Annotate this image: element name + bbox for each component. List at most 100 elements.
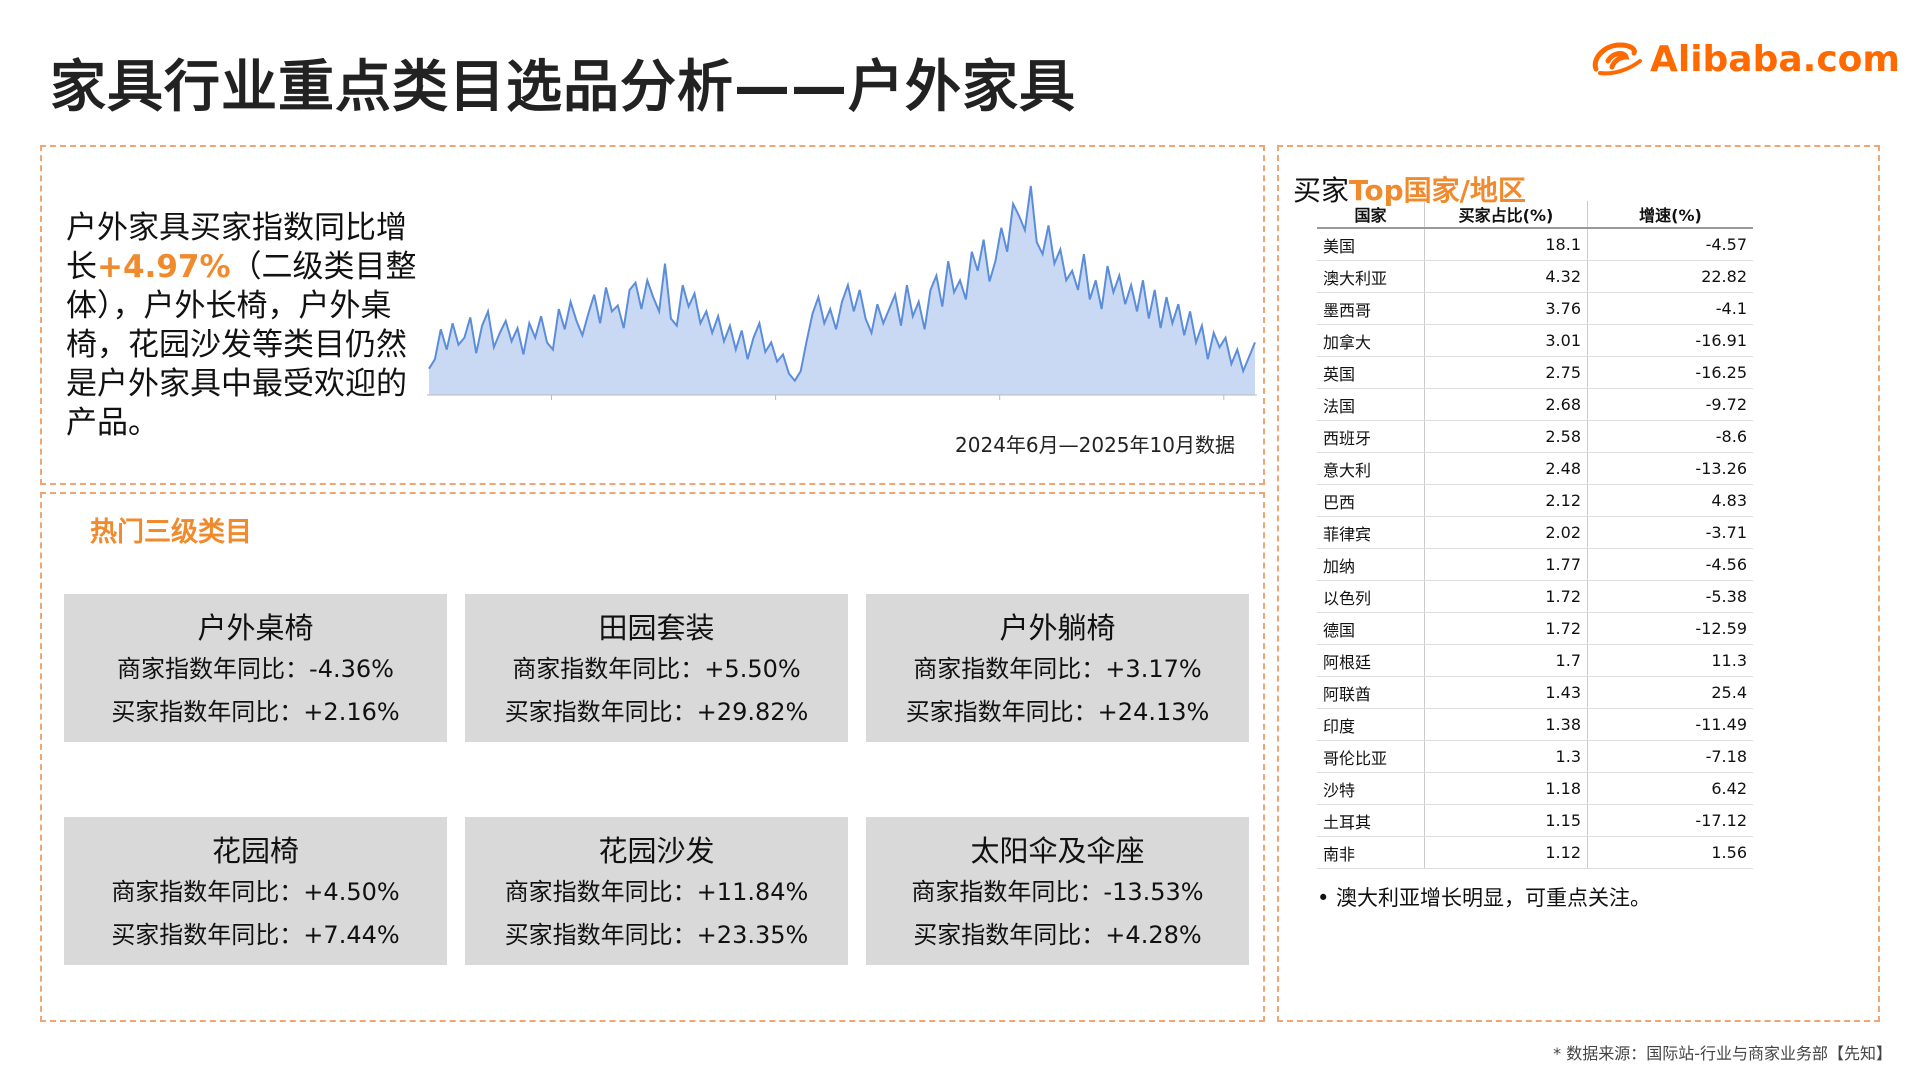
section-label: 热门三级类目 bbox=[90, 517, 252, 548]
table-row: 哥伦比亚 1.3 -7.18 bbox=[1317, 740, 1753, 773]
cell-country: 以色列 bbox=[1317, 580, 1425, 613]
cell-growth: -4.57 bbox=[1587, 228, 1753, 261]
cell-country: 巴西 bbox=[1317, 484, 1425, 517]
table-row: 德国 1.72 -12.59 bbox=[1317, 612, 1753, 645]
cell-growth: 25.4 bbox=[1587, 676, 1753, 709]
intro-highlight: +4.97% bbox=[97, 249, 231, 285]
intro-post: （二级类目整体），户外长椅，户外桌椅，花园沙发等类目仍然是户外家具中最受欢迎的产… bbox=[66, 249, 417, 441]
card-name: 田园套装 bbox=[598, 611, 715, 645]
cell-growth: -11.49 bbox=[1587, 708, 1753, 741]
logo-text: Alibaba.com bbox=[1650, 38, 1900, 80]
cell-share: 3.01 bbox=[1424, 324, 1588, 357]
cell-share: 1.18 bbox=[1424, 772, 1588, 805]
cell-growth: 1.56 bbox=[1587, 836, 1753, 869]
cell-country: 意大利 bbox=[1317, 452, 1425, 485]
cell-country: 法国 bbox=[1317, 388, 1425, 421]
top-countries-panel: 买家Top国家/地区 国家 买家占比(%) 增速(%) 美国 18.1 -4.57 澳… bbox=[1277, 145, 1880, 1022]
category-card: 田园套装 商家指数年同比：+5.50% 买家指数年同比：+29.82% bbox=[465, 594, 848, 742]
card-seller-index: 商家指数年同比：+5.50% bbox=[512, 655, 801, 683]
cell-share: 3.76 bbox=[1424, 292, 1588, 325]
card-buyer-index: 买家指数年同比：+24.13% bbox=[905, 698, 1210, 726]
cell-country: 土耳其 bbox=[1317, 804, 1425, 837]
cell-country: 阿根廷 bbox=[1317, 644, 1425, 677]
cell-growth: -16.91 bbox=[1587, 324, 1753, 357]
card-buyer-index: 买家指数年同比：+23.35% bbox=[504, 921, 809, 949]
card-name: 户外躺椅 bbox=[999, 611, 1116, 645]
table-row: 墨西哥 3.76 -4.1 bbox=[1317, 292, 1753, 325]
intro-text: 户外家具买家指数同比增长+4.97%（二级类目整体），户外长椅，户外桌椅，花园沙… bbox=[66, 209, 436, 443]
cell-share: 1.15 bbox=[1424, 804, 1588, 837]
cell-growth: -13.26 bbox=[1587, 452, 1753, 485]
category-card: 太阳伞及伞座 商家指数年同比：-13.53% 买家指数年同比：+4.28% bbox=[866, 817, 1249, 965]
card-seller-index: 商家指数年同比：-4.36% bbox=[117, 655, 394, 683]
cell-growth: -17.12 bbox=[1587, 804, 1753, 837]
card-buyer-index: 买家指数年同比：+2.16% bbox=[111, 698, 400, 726]
card-seller-index: 商家指数年同比：+4.50% bbox=[111, 878, 400, 906]
card-buyer-index: 买家指数年同比：+4.28% bbox=[913, 921, 1202, 949]
category-card: 户外躺椅 商家指数年同比：+3.17% 买家指数年同比：+24.13% bbox=[866, 594, 1249, 742]
card-name: 花园椅 bbox=[211, 834, 299, 868]
table-row: 土耳其 1.15 -17.12 bbox=[1317, 804, 1753, 837]
table-row: 印度 1.38 -11.49 bbox=[1317, 708, 1753, 741]
card-seller-index: 商家指数年同比：-13.53% bbox=[911, 878, 1204, 906]
cell-share: 18.1 bbox=[1424, 228, 1588, 261]
table-row: 西班牙 2.58 -8.6 bbox=[1317, 420, 1753, 453]
cell-growth: -4.1 bbox=[1587, 292, 1753, 325]
cell-growth: 6.42 bbox=[1587, 772, 1753, 805]
cell-share: 2.68 bbox=[1424, 388, 1588, 421]
cell-growth: -7.18 bbox=[1587, 740, 1753, 773]
cell-growth: -4.56 bbox=[1587, 548, 1753, 581]
card-seller-index: 商家指数年同比：+3.17% bbox=[913, 655, 1202, 683]
col-header-share: 买家占比(%) bbox=[1424, 201, 1588, 229]
trend-area bbox=[429, 186, 1255, 395]
table-row: 意大利 2.48 -13.26 bbox=[1317, 452, 1753, 485]
data-source: * 数据来源：国际站-行业与商家业务部【先知】 bbox=[1553, 1044, 1892, 1063]
cell-share: 1.72 bbox=[1424, 580, 1588, 613]
cell-share: 1.43 bbox=[1424, 676, 1588, 709]
card-buyer-index: 买家指数年同比：+7.44% bbox=[111, 921, 400, 949]
cell-growth: 4.83 bbox=[1587, 484, 1753, 517]
buyer-index-trend-chart bbox=[427, 185, 1257, 400]
cell-country: 沙特 bbox=[1317, 772, 1425, 805]
cell-country: 菲律宾 bbox=[1317, 516, 1425, 549]
cell-share: 2.48 bbox=[1424, 452, 1588, 485]
table-row: 美国 18.1 -4.57 bbox=[1317, 228, 1753, 261]
table-row: 阿根廷 1.7 11.3 bbox=[1317, 644, 1753, 677]
card-name: 户外桌椅 bbox=[197, 611, 314, 645]
cell-share: 1.77 bbox=[1424, 548, 1588, 581]
cell-growth: -16.25 bbox=[1587, 356, 1753, 389]
countries-note: • 澳大利亚增长明显，可重点关注。 bbox=[1317, 886, 1652, 910]
countries-table: 国家 买家占比(%) 增速(%) 美国 18.1 -4.57 澳大利亚 4.32 22.8… bbox=[1317, 201, 1753, 869]
intro-pre: 户外家具买家指数同比增长 bbox=[66, 210, 407, 285]
cell-share: 2.02 bbox=[1424, 516, 1588, 549]
table-header-row: 国家 买家占比(%) 增速(%) bbox=[1317, 201, 1753, 229]
cell-country: 英国 bbox=[1317, 356, 1425, 389]
table-row: 沙特 1.18 6.42 bbox=[1317, 772, 1753, 805]
cell-country: 南非 bbox=[1317, 836, 1425, 869]
table-row: 英国 2.75 -16.25 bbox=[1317, 356, 1753, 389]
table-row: 澳大利亚 4.32 22.82 bbox=[1317, 260, 1753, 293]
cell-growth: -9.72 bbox=[1587, 388, 1753, 421]
cell-share: 1.7 bbox=[1424, 644, 1588, 677]
table-row: 加拿大 3.01 -16.91 bbox=[1317, 324, 1753, 357]
cell-share: 2.12 bbox=[1424, 484, 1588, 517]
cell-growth: 22.82 bbox=[1587, 260, 1753, 293]
col-header-growth: 增速(%) bbox=[1587, 201, 1753, 229]
hot-categories-panel: 热门三级类目 户外桌椅 商家指数年同比：-4.36% 买家指数年同比：+2.16… bbox=[40, 492, 1265, 1022]
cell-country: 澳大利亚 bbox=[1317, 260, 1425, 293]
alibaba-smile-icon bbox=[1592, 42, 1642, 76]
cell-country: 加纳 bbox=[1317, 548, 1425, 581]
table-row: 加纳 1.77 -4.56 bbox=[1317, 548, 1753, 581]
cell-share: 2.75 bbox=[1424, 356, 1588, 389]
table-row: 法国 2.68 -9.72 bbox=[1317, 388, 1753, 421]
cell-share: 1.72 bbox=[1424, 612, 1588, 645]
card-buyer-index: 买家指数年同比：+29.82% bbox=[504, 698, 809, 726]
cell-country: 哥伦比亚 bbox=[1317, 740, 1425, 773]
cell-growth: 11.3 bbox=[1587, 644, 1753, 677]
cell-growth: -5.38 bbox=[1587, 580, 1753, 613]
page-title: 家具行业重点类目选品分析——户外家具 bbox=[50, 55, 1076, 120]
category-card: 花园沙发 商家指数年同比：+11.84% 买家指数年同比：+23.35% bbox=[465, 817, 848, 965]
cell-growth: -3.71 bbox=[1587, 516, 1753, 549]
table-row: 以色列 1.72 -5.38 bbox=[1317, 580, 1753, 613]
cell-growth: -12.59 bbox=[1587, 612, 1753, 645]
